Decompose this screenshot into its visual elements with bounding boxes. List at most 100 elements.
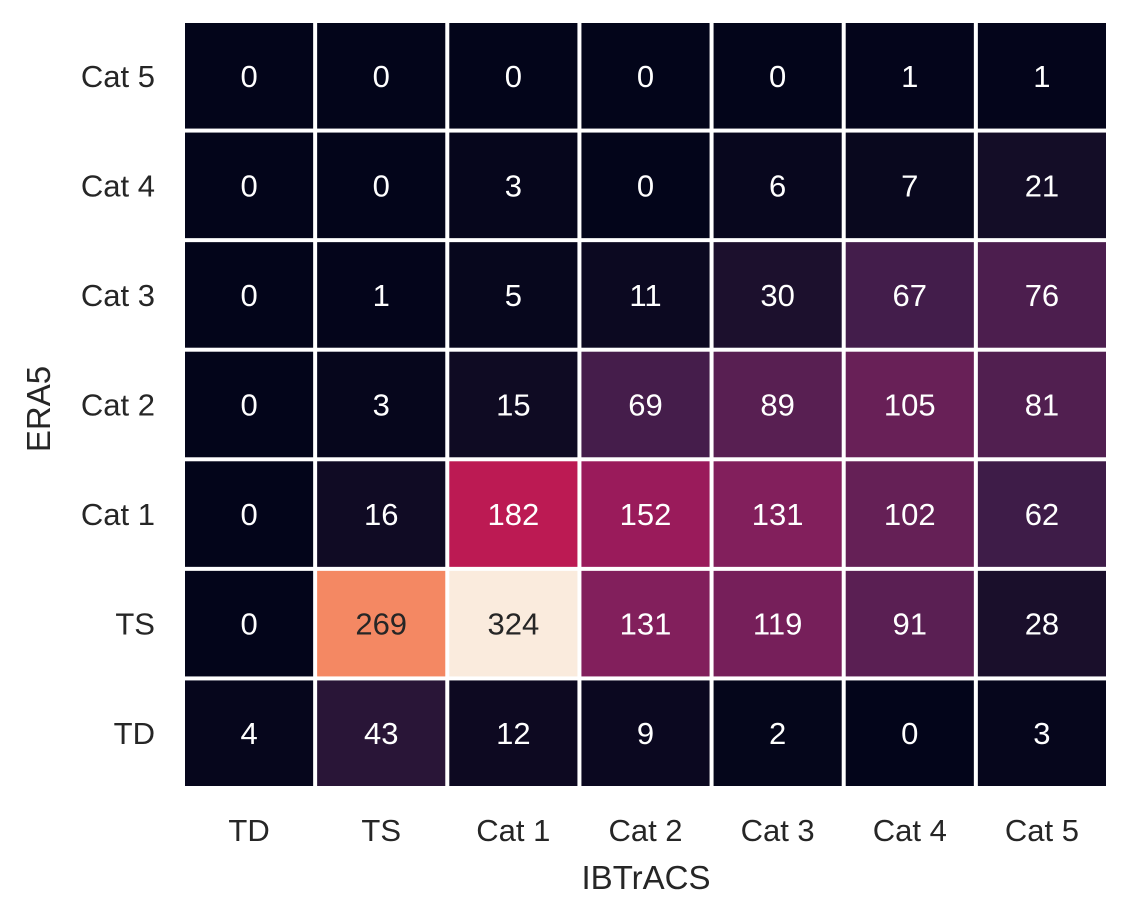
heatmap-cell xyxy=(449,351,578,458)
cell-value-label: 5 xyxy=(505,278,522,313)
heatmap-cell xyxy=(449,242,578,348)
y-tick-labels: Cat 5 Cat 4 Cat 3 Cat 2 Cat 1 TS TD xyxy=(81,59,155,751)
cell-value-label: 182 xyxy=(487,497,539,532)
heatmap-cell xyxy=(845,351,974,458)
cell-value-label: 4 xyxy=(240,716,257,751)
cell-value-label: 0 xyxy=(505,59,522,94)
cell-value-label: 0 xyxy=(240,388,257,423)
x-tick-label: Cat 2 xyxy=(608,813,682,848)
heatmap-cell xyxy=(713,680,842,786)
y-tick-label: TS xyxy=(115,607,155,642)
cell-value-label: 62 xyxy=(1025,497,1059,532)
heatmap-cell xyxy=(185,132,314,239)
cell-value-label: 0 xyxy=(373,168,390,203)
heatmap-cell xyxy=(185,680,314,786)
heatmap-cell xyxy=(449,23,578,129)
y-tick-label: Cat 2 xyxy=(81,388,155,423)
heatmap-cell xyxy=(713,570,842,677)
heatmap-cell xyxy=(581,680,710,786)
heatmap-cell xyxy=(449,132,578,239)
cell-value-label: 0 xyxy=(637,168,654,203)
y-axis-label: ERA5 xyxy=(20,366,57,452)
cell-value-label: 1 xyxy=(901,59,918,94)
cell-value-label: 30 xyxy=(760,278,794,313)
cell-value-label: 21 xyxy=(1025,168,1059,203)
cell-value-label: 105 xyxy=(884,388,936,423)
cell-labels-layer: 0 0 0 0 0 1 10 0 3 0 6 7 210 1 5 11 30 67 760 3 15 69 89 105 810… xyxy=(240,59,1059,751)
cell-value-label: 2 xyxy=(769,716,786,751)
cell-value-label: 0 xyxy=(769,59,786,94)
cell-value-label: 152 xyxy=(620,497,672,532)
cell-value-label: 0 xyxy=(637,59,654,94)
cell-value-label: 3 xyxy=(373,388,390,423)
heatmap-cell xyxy=(845,461,974,567)
heatmap-cell xyxy=(449,461,578,567)
cell-value-label: 11 xyxy=(629,278,661,313)
heatmap-cell xyxy=(185,461,314,567)
cell-value-label: 269 xyxy=(355,607,407,642)
x-tick-label: Cat 1 xyxy=(476,813,550,848)
heatmap-cell xyxy=(845,132,974,239)
heatmap-cell xyxy=(317,351,446,458)
heatmap-cell xyxy=(845,23,974,129)
cell-value-label: 0 xyxy=(240,168,257,203)
cell-value-label: 0 xyxy=(240,607,257,642)
x-tick-label: Cat 3 xyxy=(741,813,815,848)
x-tick-label: TD xyxy=(228,813,269,848)
cell-value-label: 69 xyxy=(628,388,662,423)
cell-value-label: 28 xyxy=(1025,607,1059,642)
cell-value-label: 119 xyxy=(753,607,802,642)
heatmap-cell xyxy=(845,242,974,348)
x-tick-label: Cat 5 xyxy=(1005,813,1079,848)
heatmap-cell xyxy=(449,570,578,677)
x-tick-labels: TD TS Cat 1 Cat 2 Cat 3 Cat 4 Cat 5 xyxy=(228,813,1079,848)
heatmap-cell xyxy=(581,570,710,677)
cell-value-label: 0 xyxy=(240,497,257,532)
cell-value-label: 1 xyxy=(1033,59,1050,94)
heatmap-cell xyxy=(845,570,974,677)
cell-value-label: 67 xyxy=(893,278,927,313)
cell-value-label: 12 xyxy=(496,716,530,751)
heatmap-cell xyxy=(317,23,446,129)
heatmap-cell xyxy=(581,351,710,458)
heatmap-cell xyxy=(713,23,842,129)
heatmap-cell xyxy=(317,680,446,786)
cell-value-label: 76 xyxy=(1025,278,1059,313)
cell-value-label: 43 xyxy=(364,716,398,751)
cell-value-label: 3 xyxy=(505,168,522,203)
heatmap-cell xyxy=(185,351,314,458)
heatmap-cell xyxy=(977,351,1106,458)
cell-value-label: 324 xyxy=(487,607,539,642)
cell-value-label: 3 xyxy=(1033,716,1050,751)
cell-value-label: 81 xyxy=(1025,388,1059,423)
heatmap-cell xyxy=(713,461,842,567)
cell-value-label: 15 xyxy=(496,388,530,423)
heatmap-cell xyxy=(317,570,446,677)
heatmap-cell xyxy=(185,570,314,677)
x-axis-label: IBTrACS xyxy=(582,859,711,896)
cell-value-label: 102 xyxy=(884,497,936,532)
heatmap-cell xyxy=(845,680,974,786)
heatmap-cell xyxy=(185,23,314,129)
x-tick-label: Cat 4 xyxy=(873,813,947,848)
cell-value-label: 89 xyxy=(760,388,794,423)
cell-value-label: 7 xyxy=(901,168,918,203)
y-tick-label: TD xyxy=(114,716,155,751)
heatmap-cell xyxy=(581,132,710,239)
cell-value-label: 1 xyxy=(373,278,390,313)
heatmap-cell xyxy=(581,461,710,567)
y-tick-label: Cat 3 xyxy=(81,278,155,313)
heatmap-cell xyxy=(449,680,578,786)
heatmap-cell xyxy=(185,242,314,348)
heatmap-cell xyxy=(317,461,446,567)
heatmap-cell xyxy=(317,132,446,239)
heatmap-cell xyxy=(977,680,1106,786)
x-tick-label: TS xyxy=(361,813,401,848)
heatmap-cell xyxy=(977,132,1106,239)
heatmap-cell xyxy=(713,132,842,239)
y-tick-label: Cat 4 xyxy=(81,168,155,203)
cell-value-label: 131 xyxy=(620,607,672,642)
cell-value-label: 0 xyxy=(373,59,390,94)
